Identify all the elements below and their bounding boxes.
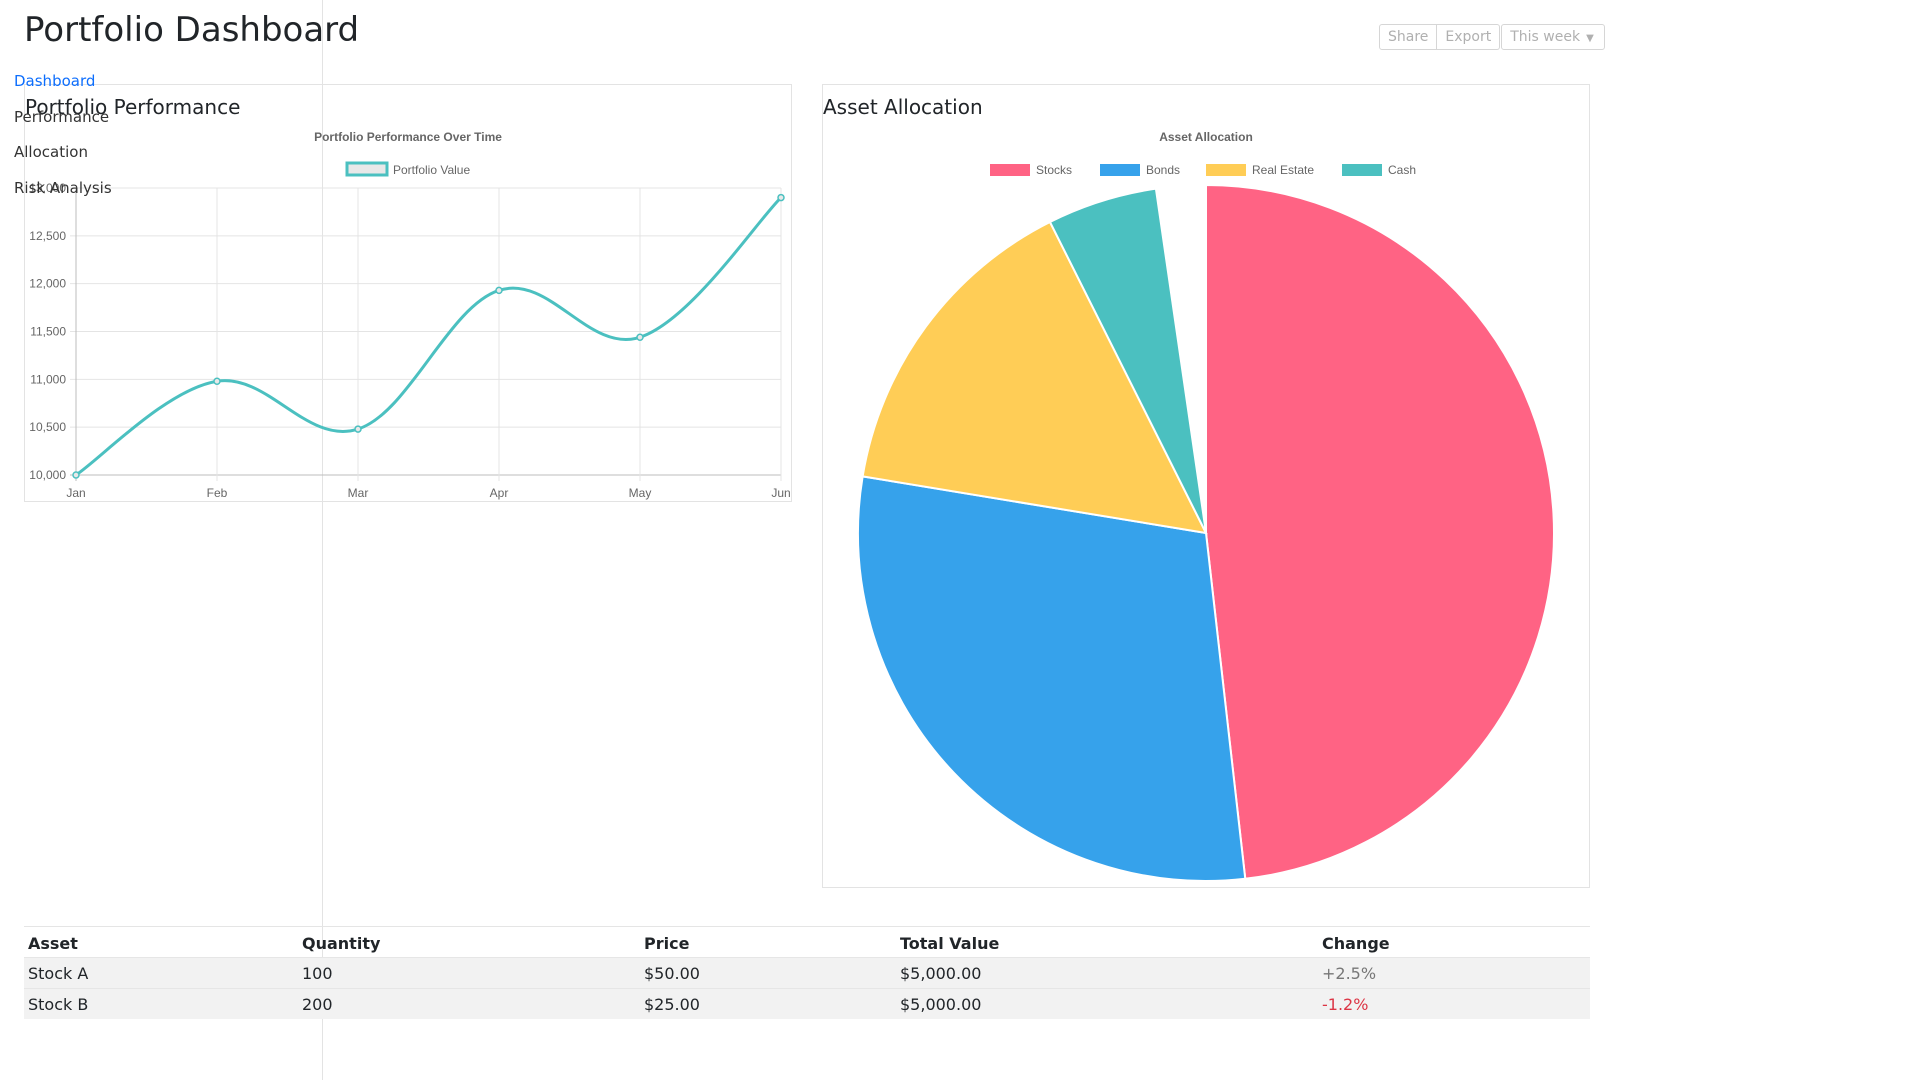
data-point[interactable]	[213, 377, 221, 385]
performance-line-chart[interactable]: Portfolio Performance Over Time Portfoli…	[25, 85, 791, 501]
allocation-panel-title: Asset Allocation	[823, 95, 983, 119]
header-asset: Asset	[24, 926, 298, 958]
cell-price: $50.00	[640, 957, 896, 989]
cell-quantity: 100	[298, 957, 640, 989]
data-point[interactable]	[72, 471, 80, 479]
x-tick-label: Jan	[66, 486, 85, 500]
share-button[interactable]: Share	[1379, 24, 1438, 50]
sidebar-item-performance[interactable]: Performance	[14, 107, 110, 126]
y-tick-label: 11,500	[30, 325, 66, 339]
cell-price: $25.00	[640, 988, 896, 1019]
y-tick-label: 12,000	[29, 277, 66, 291]
cell-change: +2.5%	[1318, 957, 1590, 989]
period-dropdown[interactable]: This week ▼	[1501, 24, 1605, 50]
x-tick-label: Mar	[348, 486, 369, 500]
pie-chart-title: Asset Allocation	[1159, 130, 1253, 144]
pie-legend-swatch	[1100, 164, 1140, 176]
table-row[interactable]: Stock B 200 $25.00 $5,000.00 -1.2%	[24, 988, 1590, 1019]
portfolio-value-line	[75, 196, 783, 477]
sidebar-item-dashboard[interactable]: Dashboard	[14, 72, 96, 90]
data-point[interactable]	[777, 193, 785, 202]
x-tick-label: May	[629, 486, 652, 500]
sidebar-item-risk-analysis[interactable]: Risk Analysis	[14, 178, 112, 197]
pie-legend-swatch	[1342, 164, 1382, 176]
allocation-pie-chart[interactable]: Asset Allocation Stocks Bonds Real Estate C…	[823, 85, 1589, 887]
pie-legend-label: Cash	[1388, 163, 1416, 177]
pie-slice-cash[interactable]	[1048, 187, 1207, 534]
performance-panel: Portfolio Performance Portfolio Performa…	[24, 84, 792, 502]
line-legend-swatch	[345, 161, 389, 177]
caret-down-icon: ▼	[1586, 33, 1594, 44]
data-point[interactable]	[354, 425, 362, 433]
line-chart-title: Portfolio Performance Over Time	[314, 130, 502, 144]
cell-change: -1.2%	[1318, 988, 1590, 1019]
header-total-value: Total Value	[896, 926, 1318, 958]
holdings-table: Asset Quantity Price Total Value Change …	[24, 926, 1590, 1019]
export-button[interactable]: Export	[1437, 24, 1501, 50]
y-tick-label: 10,500	[29, 420, 66, 434]
y-tick-label: 13,000	[29, 181, 66, 195]
header-change: Change	[1318, 926, 1590, 958]
data-point[interactable]	[636, 333, 644, 341]
sidebar-divider	[322, 0, 323, 1080]
pie-legend-label: Stocks	[1036, 163, 1072, 177]
pie-legend-label: Real Estate	[1252, 163, 1314, 177]
line-legend-label: Portfolio Value	[393, 163, 470, 177]
cell-asset: Stock B	[24, 988, 298, 1019]
toolbar: Share Export This week ▼	[1379, 24, 1605, 50]
sidebar-nav: Dashboard Performance Allocation Risk An…	[14, 70, 112, 212]
allocation-panel: Asset Allocation Asset Allocation Stocks…	[822, 84, 1590, 888]
y-tick-label: 11,000	[30, 372, 66, 386]
pie-legend-swatch	[1206, 164, 1246, 176]
cell-total: $5,000.00	[896, 988, 1318, 1019]
pie-legend-swatch	[990, 164, 1030, 176]
header-price: Price	[640, 926, 896, 958]
y-tick-label: 10,000	[29, 468, 66, 482]
x-tick-label: Feb	[207, 486, 228, 500]
page-title: Portfolio Dashboard	[24, 10, 360, 50]
performance-panel-title: Portfolio Performance	[25, 95, 241, 119]
data-point[interactable]	[495, 286, 503, 295]
x-tick-label: Jun	[771, 486, 790, 500]
table-row[interactable]: Stock A 100 $50.00 $5,000.00 +2.5%	[24, 957, 1590, 989]
period-label: This week	[1510, 29, 1581, 45]
table-header-row: Asset Quantity Price Total Value Change	[24, 926, 1590, 958]
pie-slice-real-estate[interactable]	[861, 220, 1208, 535]
header-quantity: Quantity	[298, 926, 640, 958]
y-tick-label: 12,500	[29, 229, 66, 243]
cell-total: $5,000.00	[896, 957, 1318, 989]
pie-legend-label: Bonds	[1146, 163, 1180, 177]
pie-slice-stocks[interactable]	[1205, 183, 1555, 880]
sidebar-item-allocation[interactable]: Allocation	[14, 143, 88, 161]
pie-slice-bonds[interactable]	[857, 475, 1247, 882]
cell-asset: Stock A	[24, 957, 298, 989]
cell-quantity: 200	[298, 988, 640, 1019]
x-tick-label: Apr	[490, 486, 509, 500]
